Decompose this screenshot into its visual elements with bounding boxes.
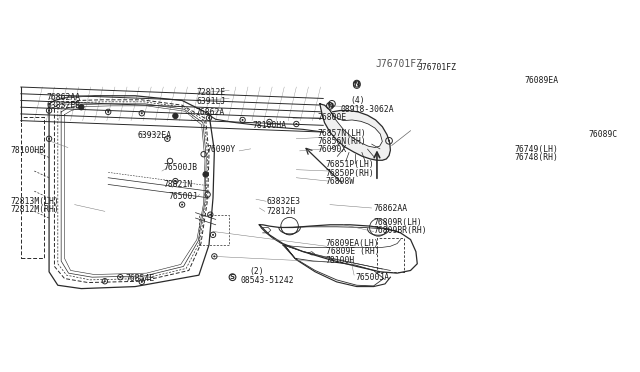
Polygon shape	[320, 104, 390, 160]
Circle shape	[174, 180, 177, 182]
Text: 76809R(LH): 76809R(LH)	[373, 218, 422, 227]
Text: 63832E3: 63832E3	[267, 197, 301, 206]
Circle shape	[295, 123, 298, 125]
Circle shape	[209, 214, 211, 216]
Text: 76800E: 76800E	[318, 113, 347, 122]
Text: 76856N(RH): 76856N(RH)	[318, 137, 367, 146]
Text: S: S	[230, 274, 235, 280]
Text: 76500J: 76500J	[169, 192, 198, 201]
Text: 78100HA: 78100HA	[252, 121, 286, 130]
Circle shape	[173, 113, 178, 119]
Circle shape	[212, 234, 214, 236]
Text: 76862A: 76862A	[196, 108, 225, 117]
Text: 76B54E: 76B54E	[125, 274, 154, 283]
Text: 72812E: 72812E	[197, 88, 226, 97]
Polygon shape	[330, 110, 382, 148]
Text: 72813M(LH): 72813M(LH)	[10, 197, 59, 206]
Circle shape	[331, 103, 333, 105]
Text: 63932EA: 63932EA	[138, 131, 172, 140]
Text: 76809EA(LH): 76809EA(LH)	[326, 239, 380, 248]
Circle shape	[208, 117, 210, 119]
Text: 72812H: 72812H	[267, 207, 296, 216]
Text: 76090X: 76090X	[318, 145, 347, 154]
Text: 76089EA: 76089EA	[525, 76, 559, 85]
Text: 6391LJ: 6391LJ	[197, 97, 226, 106]
Circle shape	[48, 138, 50, 140]
Circle shape	[241, 119, 244, 121]
Text: 76089C: 76089C	[589, 129, 618, 139]
Text: 76809E (RH): 76809E (RH)	[326, 247, 380, 256]
Circle shape	[104, 280, 106, 282]
Text: 76857N(LH): 76857N(LH)	[318, 129, 367, 138]
Text: (2): (2)	[250, 267, 264, 276]
Text: J76701FZ: J76701FZ	[417, 63, 456, 72]
Text: 76898W: 76898W	[326, 177, 355, 186]
Text: 78100H: 78100H	[326, 256, 355, 265]
Text: 76748(RH): 76748(RH)	[514, 153, 558, 162]
Text: 08543-51242: 08543-51242	[241, 276, 294, 285]
Circle shape	[213, 255, 216, 257]
Text: 78100HB: 78100HB	[10, 146, 44, 155]
Text: 76850P(RH): 76850P(RH)	[326, 169, 374, 177]
Text: N: N	[327, 103, 333, 109]
Text: 72812M(RH): 72812M(RH)	[10, 205, 59, 214]
Text: (4): (4)	[350, 96, 365, 105]
Circle shape	[48, 109, 50, 112]
Text: 76862AA: 76862AA	[373, 204, 407, 213]
Circle shape	[166, 138, 168, 140]
Text: 76851P(LH): 76851P(LH)	[326, 160, 374, 170]
Circle shape	[141, 112, 143, 114]
Text: 76500JB: 76500JB	[163, 163, 197, 172]
Circle shape	[107, 111, 109, 113]
Text: 76749(LH): 76749(LH)	[514, 145, 558, 154]
Circle shape	[79, 105, 84, 110]
Circle shape	[388, 140, 390, 142]
Text: N: N	[354, 81, 360, 87]
Text: 08918-3062A: 08918-3062A	[340, 105, 394, 114]
Circle shape	[141, 281, 143, 283]
Text: 63832EB: 63832EB	[46, 101, 81, 110]
Circle shape	[119, 276, 122, 278]
Text: J76701FZ: J76701FZ	[376, 59, 422, 69]
Text: 76090Y: 76090Y	[206, 145, 236, 154]
Text: 78821N: 78821N	[163, 180, 193, 189]
Text: 76862AA: 76862AA	[46, 93, 81, 102]
Circle shape	[181, 203, 183, 206]
Text: 76809BR(RH): 76809BR(RH)	[373, 226, 426, 235]
Circle shape	[203, 172, 208, 177]
Text: 76500JA: 76500JA	[355, 273, 390, 282]
